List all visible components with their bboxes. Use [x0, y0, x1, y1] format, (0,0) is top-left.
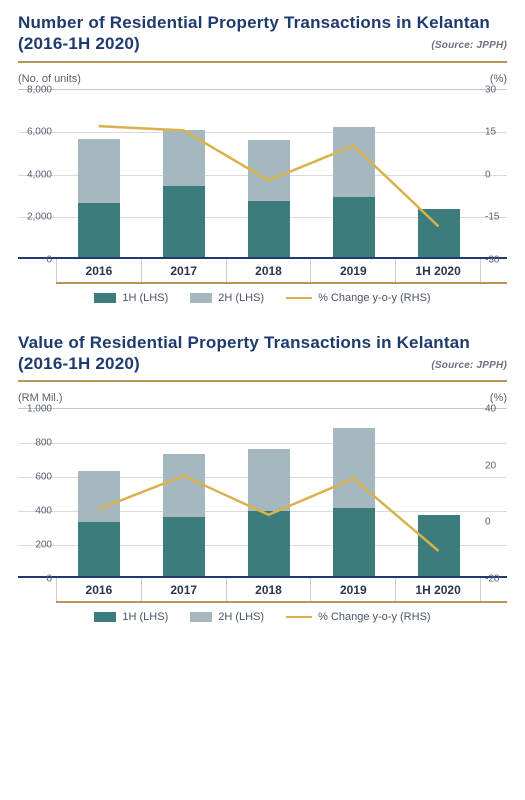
legend-label: 1H (LHS)	[122, 611, 168, 623]
ytick-right: -15	[485, 212, 499, 223]
ytick-left: 0	[46, 254, 52, 265]
legend-label: % Change y-o-y (RHS)	[318, 611, 430, 623]
legend-swatch	[94, 293, 116, 303]
chart-title-line2: (2016-1H 2020)	[18, 33, 140, 54]
ytick-left: 2,000	[27, 212, 52, 223]
ytick-right: 0	[485, 169, 491, 180]
legend-item-line: % Change y-o-y (RHS)	[286, 611, 430, 623]
plot-area: 02004006008001,000-2002040	[18, 408, 507, 578]
x-axis: 20162017201820191H 2020	[56, 578, 507, 603]
legend-item-1h: 1H (LHS)	[94, 292, 168, 304]
ytick-left: 6,000	[27, 127, 52, 138]
x-category: 2019	[311, 578, 396, 601]
legend-line-icon	[286, 297, 312, 299]
plot-inner	[56, 409, 481, 576]
ytick-left: 800	[35, 438, 52, 449]
ytick-right: -30	[485, 254, 499, 265]
legend-item-2h: 2H (LHS)	[190, 611, 264, 623]
ytick-right: 40	[485, 404, 496, 415]
y-right-label: (%)	[490, 392, 507, 404]
ytick-right: 0	[485, 517, 491, 528]
x-category: 1H 2020	[396, 578, 481, 601]
plot-inner	[56, 90, 481, 257]
chart-title: Number of Residential Property Transacti…	[18, 12, 507, 55]
x-category: 2019	[311, 259, 396, 282]
legend-item-line: % Change y-o-y (RHS)	[286, 292, 430, 304]
y-right-label: (%)	[490, 73, 507, 85]
legend-item-1h: 1H (LHS)	[94, 611, 168, 623]
x-category: 2018	[227, 259, 312, 282]
x-category: 2018	[227, 578, 312, 601]
legend-label: 2H (LHS)	[218, 292, 264, 304]
y-left-label: (No. of units)	[18, 73, 81, 85]
chart-title: Value of Residential Property Transactio…	[18, 332, 507, 375]
x-category: 1H 2020	[396, 259, 481, 282]
x-category: 2016	[56, 259, 142, 282]
x-axis: 20162017201820191H 2020	[56, 259, 507, 284]
pct-change-line	[99, 476, 439, 551]
chart-block: Number of Residential Property Transacti…	[18, 12, 507, 304]
chart-source: (Source: JPPH)	[431, 40, 507, 53]
x-category: 2017	[142, 259, 227, 282]
x-category: 2016	[56, 578, 142, 601]
chart-title-line1: Number of Residential Property Transacti…	[18, 12, 507, 33]
pct-change-line	[99, 126, 439, 226]
ytick-right: 15	[485, 127, 496, 138]
legend-label: 1H (LHS)	[122, 292, 168, 304]
legend-label: % Change y-o-y (RHS)	[318, 292, 430, 304]
ytick-left: 4,000	[27, 169, 52, 180]
line-overlay	[56, 409, 481, 576]
line-overlay	[56, 90, 481, 257]
y-left-label: (RM Mil.)	[18, 392, 63, 404]
ytick-left: 200	[35, 540, 52, 551]
x-category: 2017	[142, 578, 227, 601]
ytick-right: 20	[485, 460, 496, 471]
legend-swatch	[94, 612, 116, 622]
ytick-left: 1,000	[27, 404, 52, 415]
legend-item-2h: 2H (LHS)	[190, 292, 264, 304]
legend-swatch	[190, 612, 212, 622]
ytick-right: 30	[485, 84, 496, 95]
chart-title-line1: Value of Residential Property Transactio…	[18, 332, 507, 353]
plot-area: 02,0004,0006,0008,000-30-1501530	[18, 89, 507, 259]
chart-source: (Source: JPPH)	[431, 360, 507, 373]
legend-swatch	[190, 293, 212, 303]
legend: 1H (LHS) 2H (LHS) % Change y-o-y (RHS)	[18, 611, 507, 623]
ytick-left: 600	[35, 472, 52, 483]
ytick-left: 400	[35, 506, 52, 517]
title-rule	[18, 380, 507, 382]
chart-block: Value of Residential Property Transactio…	[18, 332, 507, 624]
legend-line-icon	[286, 616, 312, 618]
ytick-left: 0	[46, 574, 52, 585]
chart-title-line2: (2016-1H 2020)	[18, 353, 140, 374]
ytick-left: 8,000	[27, 84, 52, 95]
title-rule	[18, 61, 507, 63]
ytick-right: -20	[485, 574, 499, 585]
legend: 1H (LHS) 2H (LHS) % Change y-o-y (RHS)	[18, 292, 507, 304]
legend-label: 2H (LHS)	[218, 611, 264, 623]
